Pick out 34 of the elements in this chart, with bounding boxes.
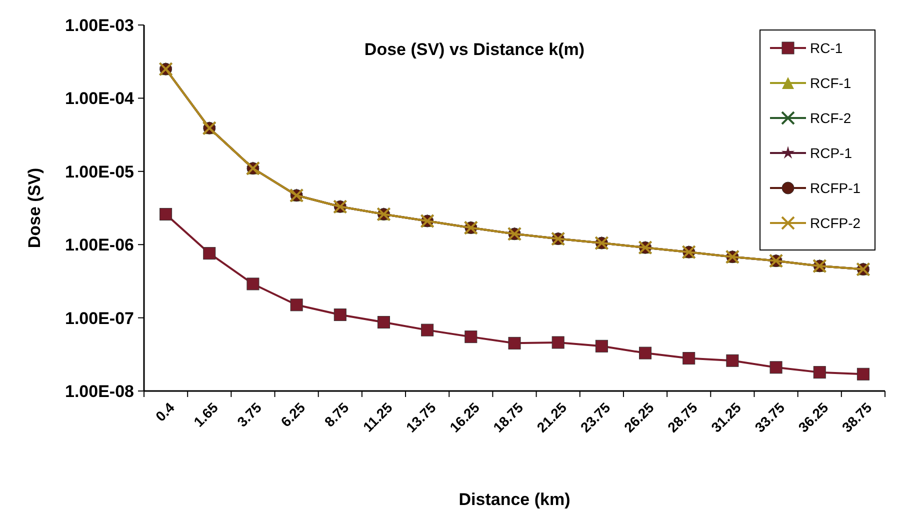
y-tick-label: 1.00E-07: [65, 308, 134, 328]
point: [595, 340, 608, 352]
y-tick-label: 1.00E-08: [65, 382, 134, 401]
point: [290, 298, 303, 312]
point: [726, 354, 739, 367]
point: [770, 361, 782, 374]
x-axis-title: Distance (km): [458, 490, 570, 509]
text: Dose (SV) vs Distance k(m): [364, 40, 585, 59]
legend-label: RCF-2: [810, 110, 852, 126]
y-tick-label: 1.00E-05: [65, 162, 134, 182]
legend-label: RCF-1: [810, 74, 852, 91]
point: [377, 316, 390, 328]
point: [203, 247, 216, 260]
point: [682, 352, 696, 365]
point: [421, 324, 434, 336]
point: [508, 336, 521, 350]
point: [160, 208, 172, 220]
x-tick-label: 6.25: [278, 399, 308, 430]
y-tick-label: 1.00E-06: [65, 236, 134, 255]
point: [334, 308, 346, 322]
legend-label: RCFP-2: [810, 214, 861, 231]
y-axis-title: Dose (SV): [25, 168, 44, 248]
point: [246, 278, 260, 290]
legend-label: RCP-1: [810, 144, 852, 161]
x-tick-label: 0.4: [152, 399, 178, 424]
point: [813, 366, 826, 379]
point: [856, 368, 870, 380]
point: [464, 330, 478, 344]
y-tick-label: 1.00E-04: [65, 89, 135, 108]
point: [552, 336, 564, 349]
y-tick-label: 1.00E-03: [65, 16, 134, 35]
point: [639, 346, 652, 360]
legend-label: RC-1: [810, 40, 843, 56]
legend-label: RCFP-1: [810, 180, 861, 196]
